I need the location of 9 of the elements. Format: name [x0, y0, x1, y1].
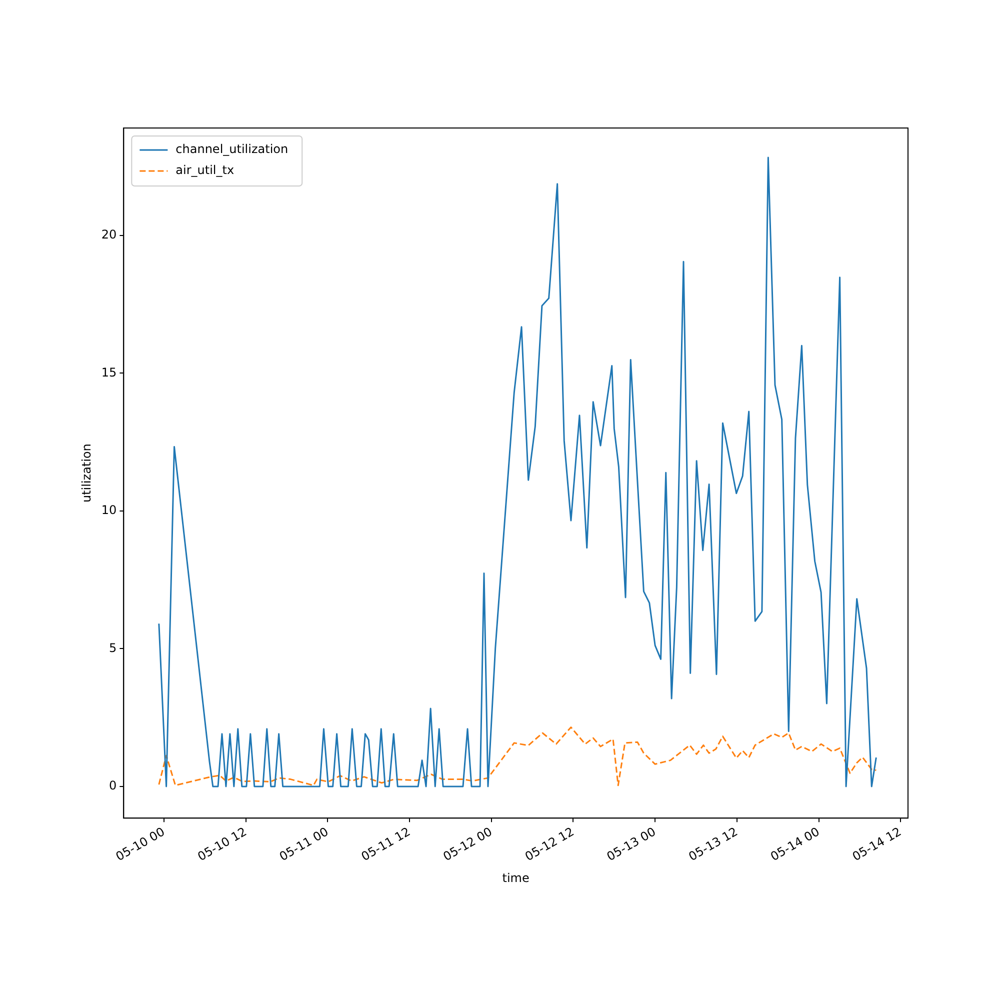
y-tick-label: 5 [109, 640, 117, 655]
y-tick-label: 10 [101, 503, 117, 518]
legend-label: channel_utilization [176, 142, 288, 156]
y-axis-title: utilization [79, 444, 94, 503]
x-axis-title: time [502, 870, 530, 885]
y-tick-label: 15 [101, 365, 117, 380]
y-tick-label: 20 [101, 228, 117, 242]
y-tick-label: 0 [109, 778, 117, 793]
legend-label: air_util_tx [176, 163, 234, 178]
